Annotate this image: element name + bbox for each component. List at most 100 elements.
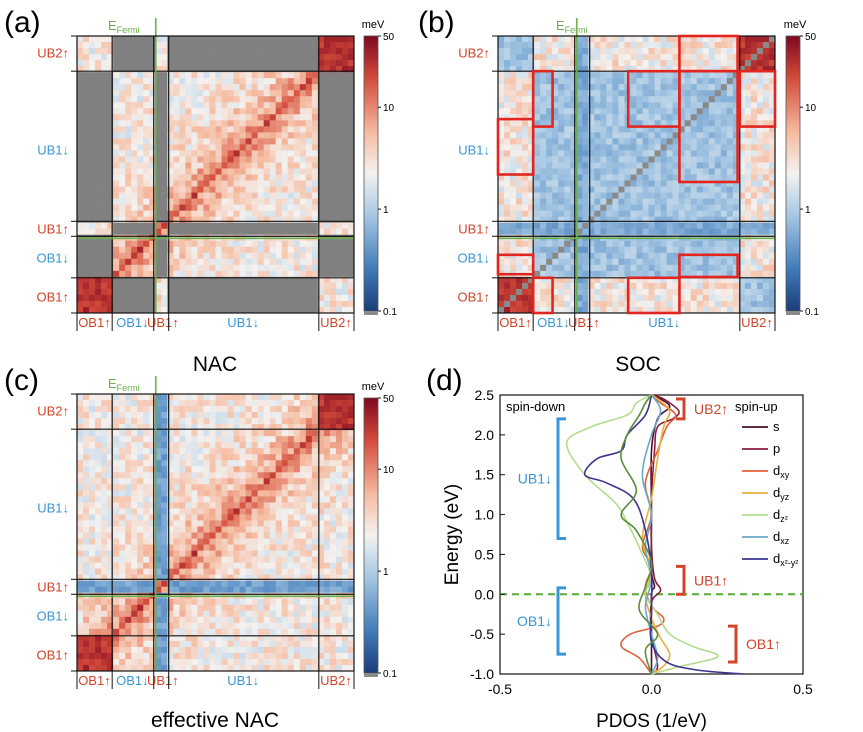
heatmap-cell [263, 282, 271, 290]
heatmap-cell [107, 66, 114, 73]
heatmap-cell [642, 84, 649, 91]
heatmap-cell [630, 108, 637, 115]
heatmap-cell [606, 222, 613, 230]
heatmap-cell [534, 144, 541, 151]
heatmap-cell [684, 156, 692, 163]
heatmap-cell [612, 270, 619, 278]
heatmap-cell [149, 406, 156, 413]
heatmap-cell [167, 192, 174, 199]
heatmap-cell [263, 294, 271, 302]
heatmap-cell [269, 394, 277, 401]
heatmap-cell [269, 270, 277, 278]
heatmap-cell [269, 258, 277, 266]
heatmap-cell [702, 198, 710, 205]
heatmap-cell [678, 186, 686, 193]
heatmap-cell [281, 288, 289, 296]
heatmap-cell [305, 216, 313, 224]
heatmap-cell [83, 288, 90, 296]
heatmap-cell [101, 180, 108, 187]
heatmap-cell [540, 42, 547, 49]
heatmap-cell [95, 252, 102, 260]
heatmap-cell [552, 108, 559, 115]
heatmap-cell [618, 192, 625, 199]
heatmap-cell [762, 198, 770, 205]
heatmap-cell [305, 180, 313, 187]
heatmap-cell [83, 466, 90, 473]
heatmap-cell [263, 454, 271, 461]
heatmap-cell [540, 252, 547, 260]
heatmap-cell [125, 460, 132, 467]
heatmap-cell [77, 192, 84, 199]
heatmap-cell [678, 138, 686, 145]
heatmap-cell [768, 282, 776, 290]
heatmap-cell [498, 90, 505, 97]
heatmap-cell [576, 96, 583, 103]
heatmap-cell [594, 132, 601, 139]
heatmap-cell [672, 240, 680, 248]
heatmap-cell [546, 102, 553, 109]
heatmap-cell [215, 210, 222, 218]
heatmap-cell [209, 66, 216, 73]
heatmap-cell [281, 258, 289, 266]
heatmap-cell [714, 150, 722, 157]
heatmap-cell [323, 42, 331, 49]
heatmap-cell [269, 418, 277, 425]
heatmap-cell [311, 252, 319, 260]
heatmap-cell [678, 258, 686, 266]
heatmap-cell [546, 114, 553, 121]
heatmap-cell [155, 436, 162, 443]
heatmap-cell [738, 66, 746, 73]
heatmap-cell [155, 90, 162, 97]
heatmap-cell [540, 186, 547, 193]
heatmap-cell [83, 222, 90, 230]
heatmap-cell [690, 126, 698, 133]
heatmap-cell [299, 454, 307, 461]
heatmap-cell [191, 466, 198, 473]
heatmap-cell [347, 168, 355, 175]
heatmap-cell [125, 192, 132, 199]
heatmap-cell [149, 216, 156, 224]
heatmap-cell [155, 198, 162, 205]
heatmap-cell [504, 186, 511, 193]
heatmap-cell [137, 448, 144, 455]
heatmap-cell [618, 96, 625, 103]
heatmap-cell [233, 430, 240, 437]
heatmap-cell [203, 90, 210, 97]
heatmap-cell [119, 84, 126, 91]
heatmap-cell [167, 276, 174, 284]
heatmap-cell [233, 264, 240, 272]
heatmap-cell [594, 162, 601, 169]
heatmap-cell [347, 252, 355, 260]
heatmap-cell [173, 162, 180, 169]
heatmap-cell [702, 246, 710, 254]
heatmap-cell [95, 198, 102, 205]
heatmap-cell [143, 48, 150, 55]
heatmap-cell [293, 394, 301, 401]
heatmap-cell [317, 174, 325, 181]
heatmap-cell [149, 162, 156, 169]
heatmap-cell [233, 120, 240, 127]
heatmap-cell [95, 96, 102, 103]
heatmap-cell [107, 436, 114, 443]
heatmap-cell [317, 108, 325, 115]
heatmap-cell [209, 394, 216, 401]
heatmap-cell [221, 120, 228, 127]
heatmap-cell [197, 222, 204, 230]
heatmap-cell [299, 228, 307, 236]
heatmap-cell [329, 186, 337, 193]
heatmap-cell [167, 84, 174, 91]
heatmap-cell [317, 84, 325, 91]
heatmap-cell [203, 60, 210, 67]
heatmap-cell [558, 150, 565, 157]
heatmap-cell [131, 418, 138, 425]
heatmap-cell [293, 138, 301, 145]
heatmap-cell [203, 204, 210, 211]
heatmap-cell [552, 174, 559, 181]
heatmap-cell [768, 150, 776, 157]
heatmap-cell [77, 448, 84, 455]
heatmap-cell [293, 204, 301, 211]
heatmap-cell [245, 156, 252, 163]
heatmap-cell [257, 114, 265, 121]
heatmap-cell [293, 264, 301, 272]
heatmap-cell [83, 282, 90, 290]
